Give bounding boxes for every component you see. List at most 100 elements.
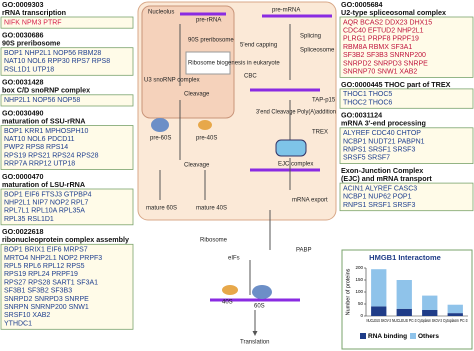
gene-list: AQR BCAS2 DDX23 DHX15	[343, 19, 432, 26]
diagram-label: Splicing	[300, 34, 321, 40]
diagram-label: TREX	[312, 130, 328, 136]
gene-list: THOC2 THOC6	[343, 99, 392, 106]
diagram-label: 3'end Cleavage Poly(A)addition	[256, 110, 336, 116]
gene-list: SNRPD2 SNRPD3 SNRPE	[343, 60, 428, 67]
gene-list: BOP1 KRR1 MPHOSPH10	[4, 128, 89, 135]
gene-list: ALYREF CDC40 CHTOP	[343, 130, 421, 137]
gene-list: RPS19 RPL24 PRPF19	[4, 271, 78, 278]
diagram-label: 5'end capping	[240, 43, 277, 49]
gene-box	[0, 94, 134, 107]
diagram-label: Cleavage	[184, 92, 210, 98]
diagram-label: 60S	[254, 304, 265, 310]
box-heading: GO:0022618	[2, 227, 44, 236]
gene-list: YTHDC1	[4, 320, 32, 327]
gene-list: NCBP1 NUDT21 PABPN1	[343, 138, 425, 145]
legend-swatch	[410, 333, 416, 339]
box-heading: GO:0009303	[2, 0, 44, 9]
diagram-label: Spliceosome	[300, 48, 335, 54]
gene-list: RNPS1 SRSF1 SRSF3	[343, 202, 415, 209]
gene-list: PWP2 RPS8 RPS14	[4, 144, 68, 151]
gene-list: NCBP1 NUP62 POP1	[343, 194, 412, 201]
gene-list: BOP1 NHP2L1 NOP56 RBM28	[4, 50, 101, 57]
diagram-label: TAP-p15	[312, 98, 336, 104]
gene-box	[0, 125, 134, 170]
gene-list: RPS27 RPS28 SART1 SF3A1	[4, 279, 98, 286]
gene-list: PLRG1 PRPF8 PRPF19	[343, 36, 419, 43]
bar-segment	[447, 313, 463, 316]
diagram-label: pre-mRNA	[272, 8, 300, 14]
diagram-label: Cleavage	[184, 163, 210, 169]
gene-list: RPL5 RPL6 RPL12 RPS5	[4, 263, 85, 270]
box-heading: box C/D snoRNP complex	[2, 86, 90, 95]
gene-list: SNRPD2 SNRPD3 SNRPE	[4, 296, 89, 303]
gene-list: SF3B1 SF3B2 SF3B3	[4, 288, 72, 295]
box-heading: ribonucleoprotein complex assembly	[2, 235, 129, 244]
diagram-label: EJC complex	[278, 162, 313, 168]
gene-list: RNPS1 SRSF1 SRSF3	[343, 147, 415, 154]
box-heading: GO:0000445 THOC part of TREX	[341, 80, 451, 89]
box-heading: GO:0005684	[341, 0, 383, 9]
bar-segment	[396, 280, 412, 309]
gene-list: NAT10 NOL6 PDCD11	[4, 136, 75, 143]
ribosome-subunit	[222, 285, 238, 295]
box-heading: maturation of LSU-rRNA	[2, 180, 85, 189]
diagram-label: 90S preribosome	[188, 38, 234, 44]
gene-list: CDC40 EFTUD2 NHP2L1	[343, 28, 424, 35]
ribosome-subunit	[252, 285, 272, 299]
diagram-label: PABP	[296, 248, 312, 254]
box-heading: GO:0030686	[2, 31, 44, 40]
gene-list: BOP1 BRIX1 EIF6 MRPS7	[4, 247, 88, 254]
diagram-label: Ribosome	[200, 238, 228, 244]
gene-box	[339, 16, 474, 78]
gene-list: SRSF5 SRSF7	[343, 155, 390, 162]
box-heading: Exon-Junction Complex	[341, 166, 423, 175]
gene-box	[339, 182, 474, 212]
chart-title: HMGB1 Interactome	[369, 253, 441, 262]
box-heading: GO:0031428	[2, 78, 44, 87]
y-tick-label: 100	[355, 289, 363, 294]
bar-segment	[447, 304, 463, 314]
gene-box	[339, 127, 474, 165]
diagram-label: CBC	[244, 74, 257, 80]
gene-list: SRSF10 XAB2	[4, 312, 50, 319]
pathway-box	[185, 51, 231, 75]
gene-box	[339, 88, 474, 109]
legend-swatch	[360, 333, 366, 339]
gene-list: NHP2L1 NOP56 NOP58	[4, 97, 80, 104]
gene-list: RPS19 RPS21 RPS24 RPS28	[4, 152, 99, 159]
diagram-label: pre-60S	[150, 136, 171, 142]
box-heading: 90S preribosome	[2, 39, 60, 48]
box-heading: mRNA 3'-end processing	[341, 119, 426, 128]
x-tick-label: NUCLEUS PC-3	[392, 318, 417, 323]
diagram-label: Translation	[240, 340, 269, 346]
y-tick-label: 0	[360, 313, 363, 318]
gene-list: THOC1 THOC5	[343, 91, 392, 98]
x-tick-label: Cytoplasm SKOV-3	[418, 318, 443, 323]
diagram-label: 40S	[222, 300, 233, 306]
ribosome-subunit	[198, 120, 212, 130]
mrna-strand	[210, 14, 332, 302]
gene-list: NIFK NPM3 PTRF	[4, 19, 62, 26]
y-tick-label: 150	[355, 277, 363, 282]
diagram-label: mRNA export	[292, 198, 328, 204]
diagram-label: U3 snoRNP complex	[144, 78, 200, 84]
box-heading: rRNA transcription	[2, 8, 66, 17]
gene-list: RRP7A RRP12 UTP18	[4, 161, 75, 168]
diagram-label: mature 40S	[196, 206, 227, 212]
legend-label: RNA binding	[368, 333, 407, 340]
gene-box	[0, 188, 134, 226]
box-heading: (EJC) and mRNA transport	[341, 174, 432, 183]
ribosome-subunit	[151, 118, 169, 132]
diagram-label: pre-40S	[196, 136, 217, 142]
gene-box	[0, 16, 134, 29]
gene-list: RPL35 RSL1D1	[4, 216, 54, 223]
gene-list: NHP2L1 NIP7 NOP2 RPL7	[4, 200, 89, 207]
gene-list: SNRNP70 SNW1 XAB2	[343, 69, 417, 76]
diagram-label: mature 60S	[146, 206, 177, 212]
gene-list: RSL1D1 UTP18	[4, 66, 54, 73]
diagram-label: Ribosome biogenesis in eukaryote	[188, 61, 280, 67]
bar-segment	[422, 310, 438, 316]
ejc-box	[275, 139, 307, 157]
y-tick-label: 50	[358, 301, 364, 306]
